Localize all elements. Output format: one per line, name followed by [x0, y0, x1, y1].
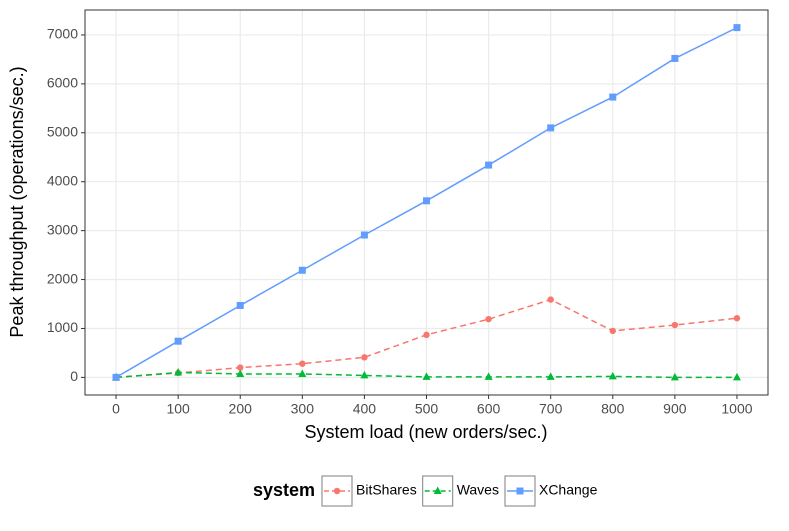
point: [732, 372, 741, 381]
x-axis-title: System load (new orders/sec.): [304, 422, 547, 442]
x-tick-label: 900: [663, 401, 687, 417]
point: [608, 371, 617, 380]
point: [298, 369, 307, 377]
legend-title: system: [253, 480, 315, 500]
x-tick-label: 100: [166, 401, 190, 417]
point: [236, 369, 245, 377]
x-tick-label: 600: [477, 401, 501, 417]
point: [299, 360, 306, 367]
point: [733, 24, 741, 32]
x-tick-label: 0: [112, 401, 120, 417]
point: [547, 296, 554, 303]
point: [609, 93, 617, 101]
y-tick-label: 7000: [47, 26, 78, 42]
point: [547, 124, 555, 132]
point: [237, 364, 244, 371]
point: [112, 373, 120, 381]
x-tick-label: 1000: [721, 401, 752, 417]
y-tick-label: 2000: [47, 270, 78, 286]
point: [671, 54, 679, 62]
x-tick-label: 800: [601, 401, 625, 417]
legend-label: Waves: [457, 482, 499, 498]
x-tick-label: 400: [353, 401, 377, 417]
point: [174, 367, 183, 376]
point: [484, 372, 493, 380]
legend-label: BitShares: [356, 482, 417, 498]
point: [423, 331, 430, 339]
point: [236, 301, 244, 309]
point: [671, 321, 679, 329]
y-tick-label: 3000: [47, 221, 78, 237]
x-tick-label: 700: [539, 401, 563, 417]
y-tick-label: 1000: [47, 319, 78, 335]
point: [360, 231, 368, 239]
point: [546, 372, 555, 380]
legend-marker: [516, 487, 524, 495]
x-tick-label: 200: [229, 401, 253, 417]
point: [670, 372, 679, 381]
y-axis-title: Peak throughput (operations/sec.): [7, 66, 27, 337]
plot-border: [84, 9, 769, 396]
legend-marker: [433, 486, 442, 494]
point: [609, 327, 616, 335]
y-tick-label: 0: [70, 368, 78, 384]
point: [485, 161, 493, 169]
point: [360, 370, 369, 379]
x-tick-label: 300: [291, 401, 315, 417]
x-tick-label: 500: [415, 401, 439, 417]
point: [422, 372, 431, 380]
point: [733, 314, 741, 322]
legend-marker: [333, 487, 341, 495]
legend-label: XChange: [539, 482, 598, 498]
point: [174, 337, 182, 345]
y-tick-label: 5000: [47, 123, 78, 139]
point: [298, 266, 306, 274]
y-tick-label: 6000: [47, 75, 78, 91]
point: [361, 354, 368, 361]
y-tick-label: 4000: [47, 172, 78, 188]
point: [485, 315, 492, 323]
point: [423, 197, 430, 205]
